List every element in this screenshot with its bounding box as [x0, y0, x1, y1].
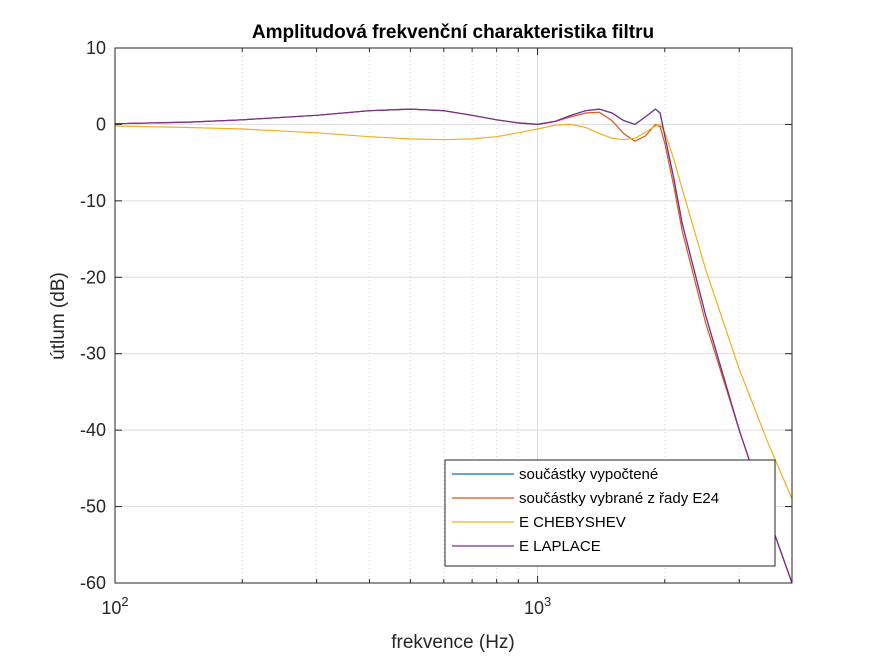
- y-tick-label: 0: [96, 114, 106, 134]
- legend-label-3: E CHEBYSHEV: [519, 514, 626, 531]
- y-tick-label: -20: [80, 267, 106, 287]
- y-tick-label: -10: [80, 191, 106, 211]
- axis-ticks: [114, 47, 793, 584]
- legend-label-2: součástky vybrané z řady E24: [519, 490, 719, 507]
- y-axis-label: útlum (dB): [48, 272, 69, 360]
- y-tick-label: -30: [80, 344, 106, 364]
- x-axis-label: frekvence (Hz): [391, 632, 515, 653]
- y-tick-label: -50: [80, 497, 106, 517]
- chart-title: Amplitudová frekvenční charakteristika f…: [252, 22, 654, 43]
- x-tick-label: 102: [101, 594, 128, 618]
- series-group: [114, 108, 793, 584]
- y-tick-label: 10: [86, 38, 106, 58]
- x-tick-label: 103: [524, 594, 551, 618]
- y-tick-label: -60: [80, 573, 106, 593]
- legend: součástky vypočtené součástky vybrané z ř…: [444, 459, 776, 567]
- series-line-4: [114, 108, 793, 584]
- series-line-3: [114, 123, 793, 500]
- legend-box: [444, 459, 776, 567]
- legend-label-1: součástky vypočtené: [519, 466, 658, 483]
- legend-label-4: E LAPLACE: [519, 538, 601, 555]
- y-tick-label: -40: [80, 420, 106, 440]
- plot-frame: [114, 47, 793, 584]
